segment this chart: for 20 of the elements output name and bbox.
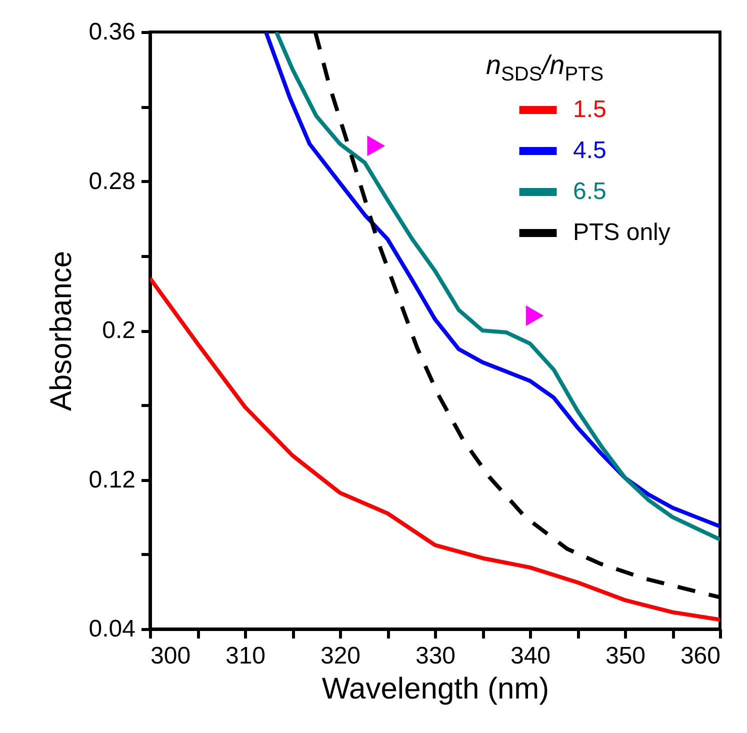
legend-label: 1.5: [573, 96, 606, 123]
x-tick-label: 300: [150, 642, 191, 670]
x-tick-label: 340: [510, 642, 551, 670]
legend-label: PTS only: [573, 219, 670, 246]
y-tick-label: 0.12: [88, 466, 136, 494]
y-tick-label: 0.36: [88, 18, 136, 46]
x-tick-label: 320: [320, 642, 361, 670]
y-tick-label: 0.2: [102, 317, 136, 344]
x-tick-label: 330: [415, 642, 456, 670]
x-axis-title: Wavelength (nm): [322, 672, 550, 706]
legend-label: 4.5: [573, 137, 606, 164]
x-tick-label: 350: [605, 642, 646, 670]
legend-title: n$_{SDS}$/n$_{PTS}$: [486, 50, 604, 86]
line-series: [150, 276, 720, 622]
y-axis-title: Absorbance: [44, 250, 78, 412]
y-tick-label: 0.04: [88, 616, 136, 642]
x-tick-label: 360: [680, 642, 720, 670]
y-tick-label: 0.28: [88, 168, 136, 195]
x-tick-label: 310: [225, 642, 266, 670]
legend-label: 6.5: [573, 178, 606, 205]
